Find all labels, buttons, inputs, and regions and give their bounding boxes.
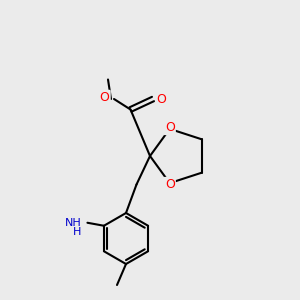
Text: NH: NH <box>65 218 81 228</box>
Text: O: O <box>165 178 175 191</box>
Text: O: O <box>157 92 166 106</box>
Text: O: O <box>165 121 175 134</box>
Text: O: O <box>100 91 110 104</box>
Text: H: H <box>73 227 81 237</box>
